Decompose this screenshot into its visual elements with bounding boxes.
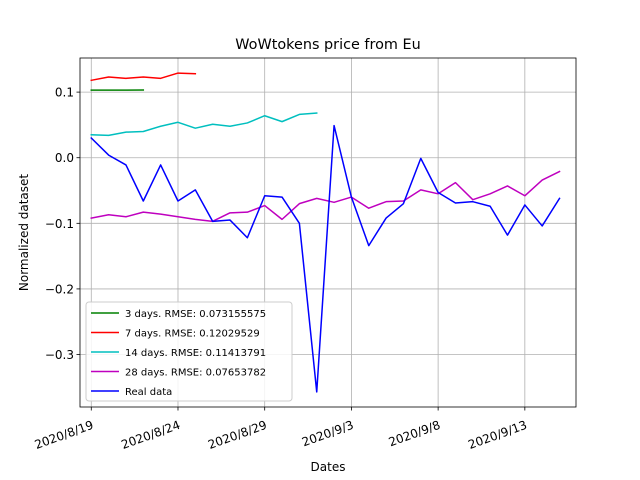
y-tick-label: −0.2	[45, 282, 74, 296]
y-tick-label: −0.3	[45, 348, 74, 362]
legend-label-7-days: 7 days. RMSE: 0.12029529	[125, 328, 260, 339]
series-line-7-days	[90, 72, 197, 82]
plot-frame	[79, 57, 577, 408]
series-line-real-data	[90, 124, 561, 393]
x-axis-label: Dates	[311, 460, 346, 474]
series-group	[90, 72, 561, 393]
legend-label-real-data: Real data	[125, 387, 172, 398]
legend-label-28-days: 28 days. RMSE: 0.07653782	[125, 367, 266, 378]
series-line-14-days	[90, 112, 318, 137]
legend-label-3-days: 3 days. RMSE: 0.073155575	[125, 309, 266, 320]
legend-label-14-days: 14 days. RMSE: 0.11413791	[125, 348, 266, 359]
chart-title: WoWtokens price from Eu	[235, 37, 420, 53]
y-tick-label: 0.0	[55, 151, 74, 165]
y-tick-label: 0.1	[55, 86, 74, 100]
legend: 3 days. RMSE: 0.073155575 7 days. RMSE: 0…	[85, 301, 293, 402]
y-tick-label: −0.1	[45, 217, 74, 231]
y-axis-ticks: 0.1 0.0 −0.1 −0.2 −0.3	[45, 86, 80, 362]
legend-box	[85, 301, 293, 402]
y-axis-label: Normalized dataset	[17, 174, 31, 292]
series-line-28-days	[90, 170, 561, 223]
